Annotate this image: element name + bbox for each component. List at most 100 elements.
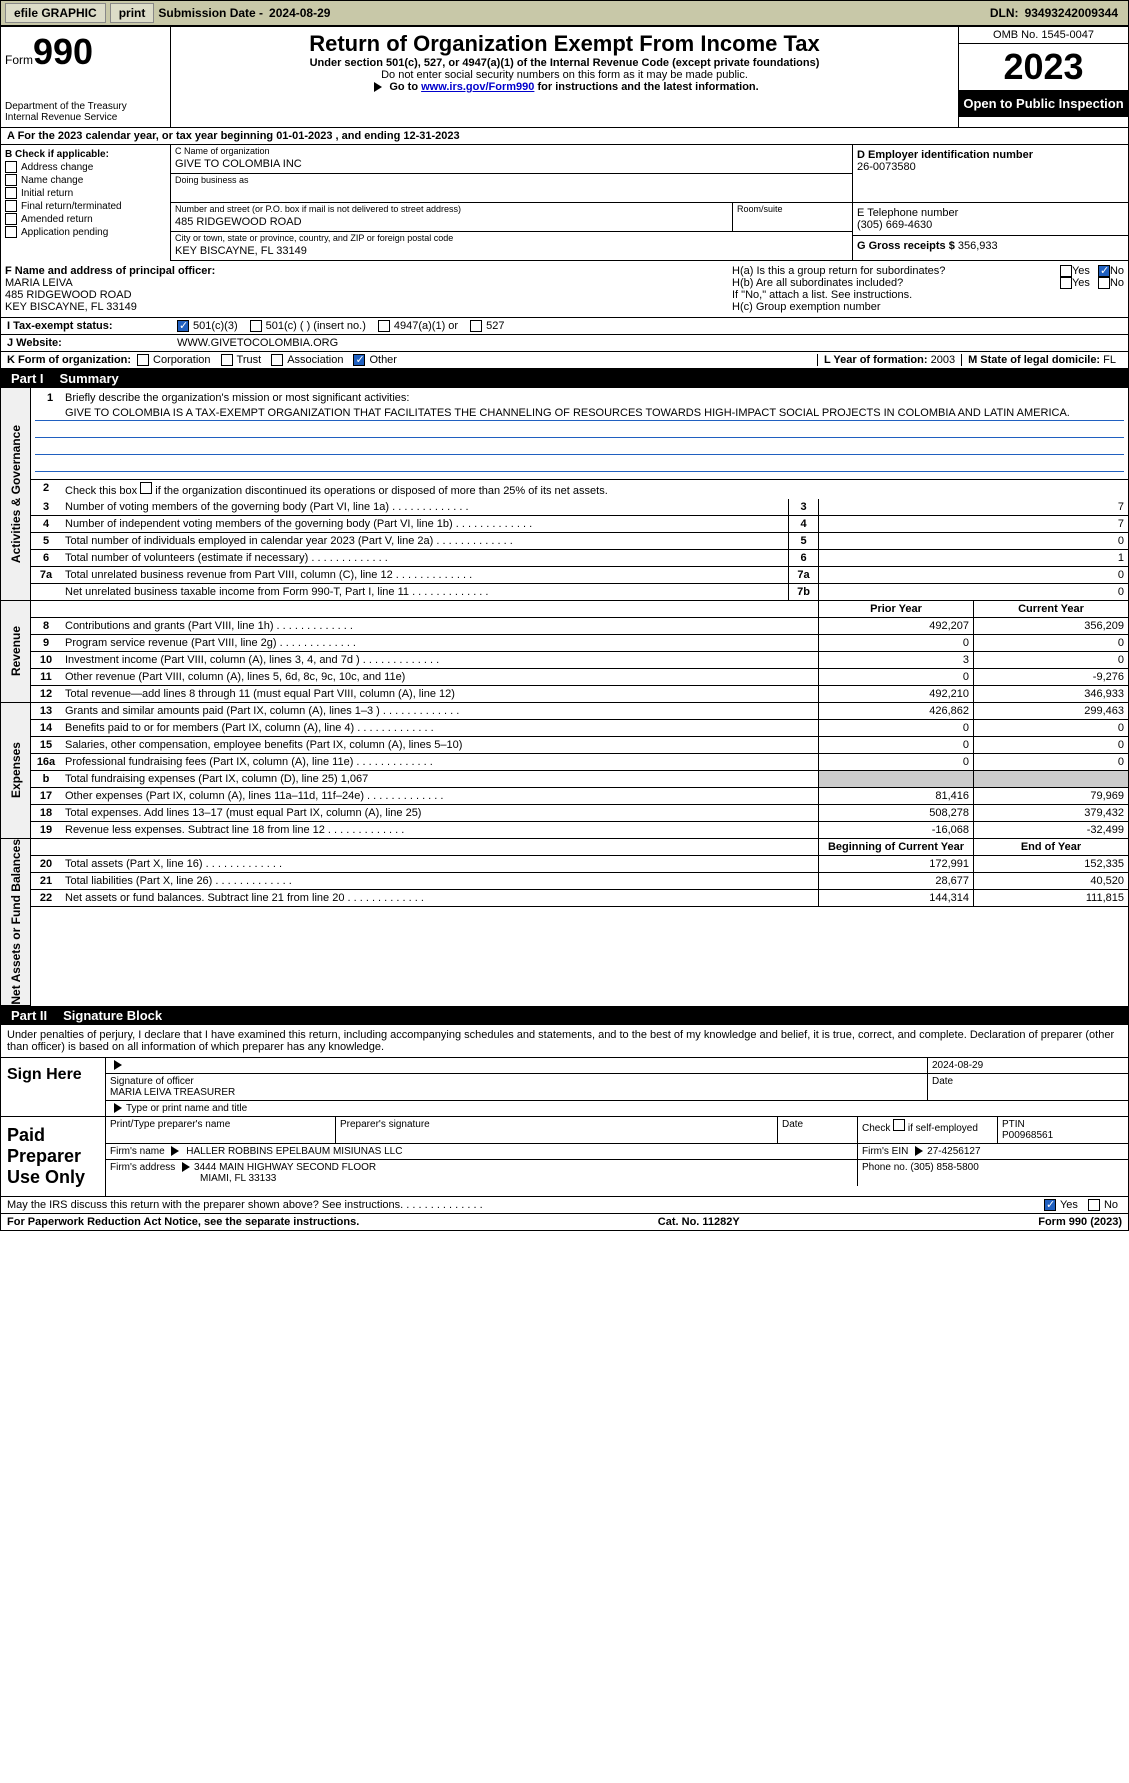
chk-hb-no[interactable] [1098,277,1110,289]
l16a-p: 0 [818,754,973,770]
l-val: 2003 [931,354,955,366]
form-label: Form [5,53,33,67]
ptin-label: PTIN [1002,1119,1124,1130]
m-label: M State of legal domicile: [968,354,1103,366]
l15-c: 0 [973,737,1128,753]
form-subtitle: Under section 501(c), 527, or 4947(a)(1)… [179,57,950,69]
ha-yes: Yes [1072,265,1090,277]
sig-declaration: Under penalties of perjury, I declare th… [1,1025,1128,1058]
l22-c: 111,815 [973,890,1128,906]
l7a-desc: Total unrelated business revenue from Pa… [61,567,788,583]
l13-desc: Grants and similar amounts paid (Part IX… [61,703,818,719]
chk-self-employed[interactable] [893,1119,905,1131]
hb-note: If "No," attach a list. See instructions… [732,289,1124,301]
l6-val: 1 [818,550,1128,566]
arrow-icon [114,1060,122,1070]
l15-p: 0 [818,737,973,753]
chk-ha-no[interactable] [1098,265,1110,277]
dba-label: Doing business as [171,174,852,186]
chk-initial-return[interactable] [5,187,17,199]
f-city: KEY BISCAYNE, FL 33149 [5,301,724,313]
l4-val: 7 [818,516,1128,532]
opt-527: 527 [486,320,504,332]
e-label: E Telephone number [857,207,1124,219]
arrow-icon [182,1162,190,1172]
section-h: H(a) Is this a group return for subordin… [728,261,1128,317]
sig-officer-label: Signature of officer [110,1076,923,1087]
chk-final-return[interactable] [5,200,17,212]
l19-c: -32,499 [973,822,1128,838]
goto-post: for instructions and the latest informat… [537,81,758,93]
form-number: 990 [33,31,93,72]
firm-ein-label: Firm's EIN [862,1146,908,1157]
chk-assoc[interactable] [271,354,283,366]
dln-value: 93493242009344 [1025,6,1118,20]
j-label: J Website: [7,337,177,349]
chk-ha-yes[interactable] [1060,265,1072,277]
l16b-c [973,771,1128,787]
hb-no: No [1110,277,1124,289]
part-2-title: Signature Block [57,1006,168,1025]
addr-val: 485 RIDGEWOOD ROAD [171,215,732,231]
prior-year-hdr: Prior Year [818,601,973,617]
chk-discontinued[interactable] [140,482,152,494]
l3-val: 7 [818,499,1128,515]
arrow-icon [171,1146,179,1156]
form-warning: Do not enter social security numbers on … [179,69,950,81]
m-val: FL [1103,354,1116,366]
footer-left: For Paperwork Reduction Act Notice, see … [7,1216,359,1228]
l8-c: 356,209 [973,618,1128,634]
discuss-text: May the IRS discuss this return with the… [7,1199,1044,1211]
firm-city: MIAMI, FL 33133 [110,1173,276,1184]
chk-501c3[interactable] [177,320,189,332]
print-btn[interactable]: print [110,3,155,23]
l7a-val: 0 [818,567,1128,583]
l16b-p [818,771,973,787]
l16a-c: 0 [973,754,1128,770]
footer-mid: Cat. No. 11282Y [359,1216,1038,1228]
chk-527[interactable] [470,320,482,332]
irs-link[interactable]: www.irs.gov/Form990 [421,81,534,93]
l20-p: 172,991 [818,856,973,872]
l11-desc: Other revenue (Part VIII, column (A), li… [61,669,818,685]
current-year-hdr: Current Year [973,601,1128,617]
l9-c: 0 [973,635,1128,651]
vtab-expenses: Expenses [1,703,31,839]
chk-other[interactable] [353,354,365,366]
chk-app-pending[interactable] [5,226,17,238]
chk-501c[interactable] [250,320,262,332]
opt-4947: 4947(a)(1) or [394,320,458,332]
chk-trust[interactable] [221,354,233,366]
chk-discuss-no[interactable] [1088,1199,1100,1211]
opt-amended: Amended return [21,214,93,225]
chk-hb-yes[interactable] [1060,277,1072,289]
hb-label: H(b) Are all subordinates included? [732,277,1060,289]
chk-corp[interactable] [137,354,149,366]
l22-p: 144,314 [818,890,973,906]
chk-4947[interactable] [378,320,390,332]
l17-desc: Other expenses (Part IX, column (A), lin… [61,788,818,804]
chk-name-change[interactable] [5,174,17,186]
part-1-num: Part I [1,369,54,388]
chk-discuss-yes[interactable] [1044,1199,1056,1211]
discuss-row: May the IRS discuss this return with the… [1,1197,1128,1214]
l4-desc: Number of independent voting members of … [61,516,788,532]
vtab-rev-text: Revenue [9,626,23,676]
hdr-right: OMB No. 1545-0047 2023 Open to Public In… [958,27,1128,127]
opt-pending: Application pending [21,227,108,238]
tax-exempt-row: I Tax-exempt status: 501(c)(3) 501(c) ( … [1,318,1128,335]
l21-desc: Total liabilities (Part X, line 26) [61,873,818,889]
part-1-title: Summary [54,369,125,388]
c-name: GIVE TO COLOMBIA INC [171,157,852,173]
chk-address-change[interactable] [5,161,17,173]
goto-pre: Go to [389,81,421,93]
vtab-net: Net Assets or Fund Balances [1,839,31,1006]
l19-p: -16,068 [818,822,973,838]
l2-text: Check this box if the organization disco… [65,485,608,497]
l9-desc: Program service revenue (Part VIII, line… [61,635,818,651]
l19-desc: Revenue less expenses. Subtract line 18 … [61,822,818,838]
vtab-governance: Activities & Governance [1,388,31,601]
efile-graphic-btn[interactable]: efile GRAPHIC [5,3,106,23]
chk-amended-return[interactable] [5,213,17,225]
c-name-label: C Name of organization [171,145,852,157]
